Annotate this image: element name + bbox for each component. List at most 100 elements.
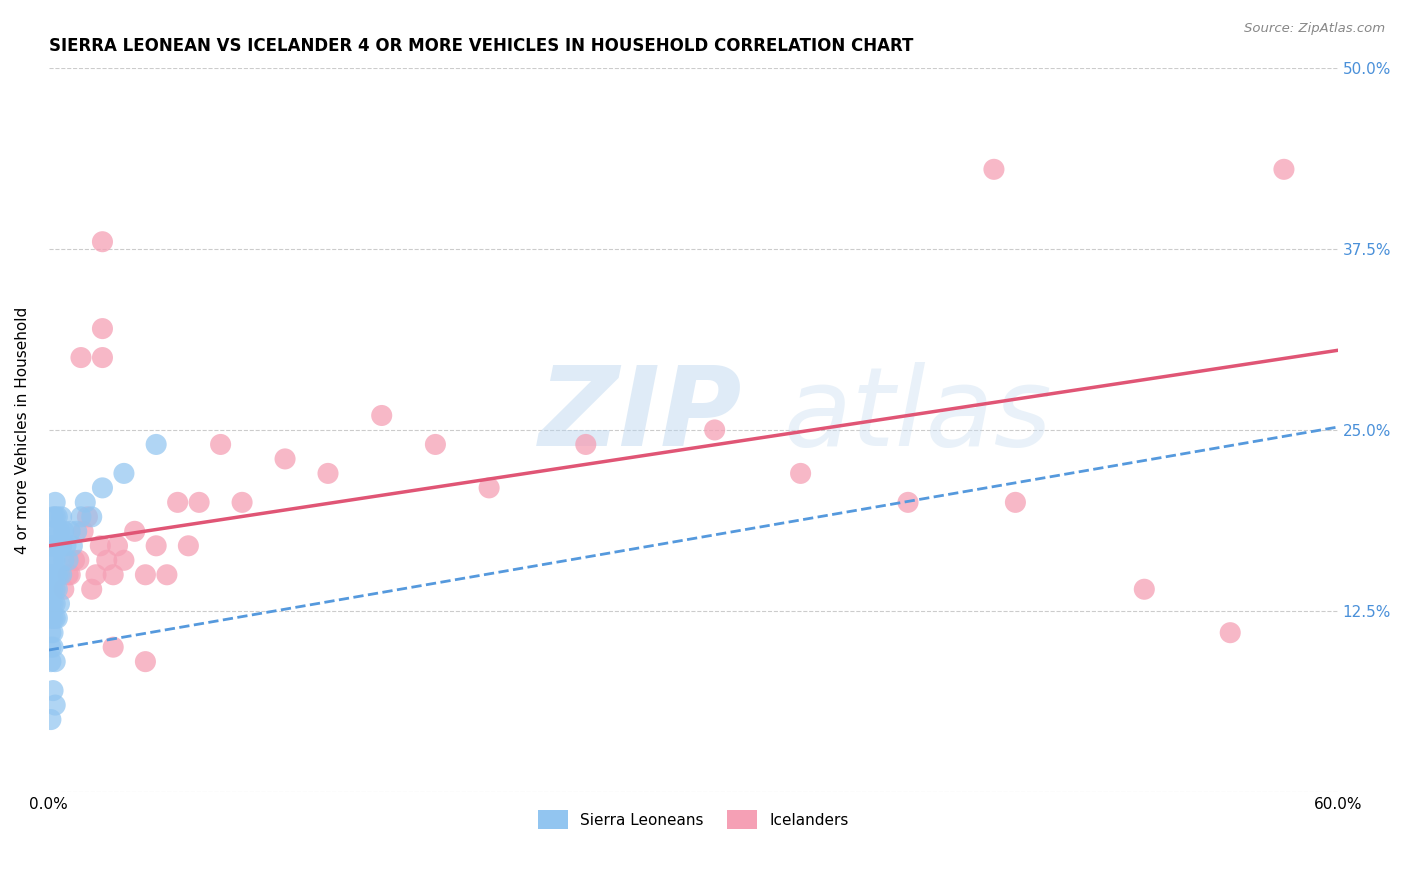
Point xyxy=(42,582,65,597)
Point xyxy=(145,437,167,451)
Point xyxy=(48,539,70,553)
Point xyxy=(96,553,118,567)
Point xyxy=(46,567,69,582)
Point xyxy=(103,640,125,655)
Point xyxy=(89,539,111,553)
Point xyxy=(44,582,66,597)
Legend: Sierra Leoneans, Icelanders: Sierra Leoneans, Icelanders xyxy=(531,805,855,835)
Point xyxy=(575,437,598,451)
Point xyxy=(76,509,98,524)
Point xyxy=(42,567,65,582)
Point xyxy=(72,524,94,539)
Point xyxy=(370,409,392,423)
Text: Source: ZipAtlas.com: Source: ZipAtlas.com xyxy=(1244,22,1385,36)
Point xyxy=(188,495,211,509)
Point xyxy=(39,582,62,597)
Point xyxy=(46,539,69,553)
Y-axis label: 4 or more Vehicles in Household: 4 or more Vehicles in Household xyxy=(15,306,30,554)
Point xyxy=(48,597,70,611)
Point xyxy=(39,655,62,669)
Point xyxy=(44,553,66,567)
Point xyxy=(789,467,811,481)
Point xyxy=(103,567,125,582)
Point xyxy=(70,351,93,365)
Point xyxy=(42,509,65,524)
Point xyxy=(56,553,79,567)
Point xyxy=(44,567,66,582)
Text: atlas: atlas xyxy=(783,362,1052,469)
Point xyxy=(274,451,297,466)
Point xyxy=(67,553,90,567)
Point xyxy=(52,582,75,597)
Point xyxy=(46,509,69,524)
Point xyxy=(166,495,188,509)
Point xyxy=(39,640,62,655)
Point xyxy=(55,539,77,553)
Point xyxy=(51,509,73,524)
Point xyxy=(91,321,114,335)
Point xyxy=(42,625,65,640)
Point xyxy=(425,437,447,451)
Point xyxy=(124,524,146,539)
Point xyxy=(209,437,232,451)
Point xyxy=(80,509,103,524)
Point xyxy=(66,524,89,539)
Point xyxy=(48,524,70,539)
Point xyxy=(44,509,66,524)
Point xyxy=(84,567,107,582)
Point xyxy=(44,655,66,669)
Point xyxy=(48,567,70,582)
Point xyxy=(1133,582,1156,597)
Point xyxy=(42,597,65,611)
Point xyxy=(46,611,69,625)
Point xyxy=(703,423,725,437)
Point xyxy=(44,698,66,712)
Point xyxy=(44,539,66,553)
Point xyxy=(42,553,65,567)
Point xyxy=(80,582,103,597)
Point xyxy=(177,539,200,553)
Point xyxy=(44,611,66,625)
Point xyxy=(145,539,167,553)
Point xyxy=(316,467,339,481)
Point xyxy=(91,235,114,249)
Point xyxy=(478,481,501,495)
Point xyxy=(231,495,253,509)
Point xyxy=(112,553,135,567)
Point xyxy=(91,351,114,365)
Point xyxy=(42,640,65,655)
Point xyxy=(39,625,62,640)
Text: SIERRA LEONEAN VS ICELANDER 4 OR MORE VEHICLES IN HOUSEHOLD CORRELATION CHART: SIERRA LEONEAN VS ICELANDER 4 OR MORE VE… xyxy=(49,37,912,55)
Point xyxy=(107,539,129,553)
Point xyxy=(983,162,1005,177)
Point xyxy=(59,567,82,582)
Point xyxy=(52,524,75,539)
Point xyxy=(91,481,114,495)
Point xyxy=(134,567,156,582)
Point xyxy=(63,553,86,567)
Point xyxy=(42,524,65,539)
Point xyxy=(42,611,65,625)
Point xyxy=(1219,625,1241,640)
Point xyxy=(1004,495,1026,509)
Point xyxy=(44,597,66,611)
Point xyxy=(59,524,82,539)
Point xyxy=(39,611,62,625)
Point xyxy=(112,467,135,481)
Point xyxy=(51,567,73,582)
Point xyxy=(44,495,66,509)
Point xyxy=(52,553,75,567)
Point xyxy=(897,495,920,509)
Point xyxy=(134,655,156,669)
Point xyxy=(39,553,62,567)
Point xyxy=(56,567,79,582)
Point xyxy=(46,524,69,539)
Point xyxy=(39,567,62,582)
Point xyxy=(42,683,65,698)
Point xyxy=(51,539,73,553)
Point xyxy=(39,597,62,611)
Text: ZIP: ZIP xyxy=(538,362,742,469)
Point xyxy=(70,509,93,524)
Point xyxy=(60,539,83,553)
Point xyxy=(39,713,62,727)
